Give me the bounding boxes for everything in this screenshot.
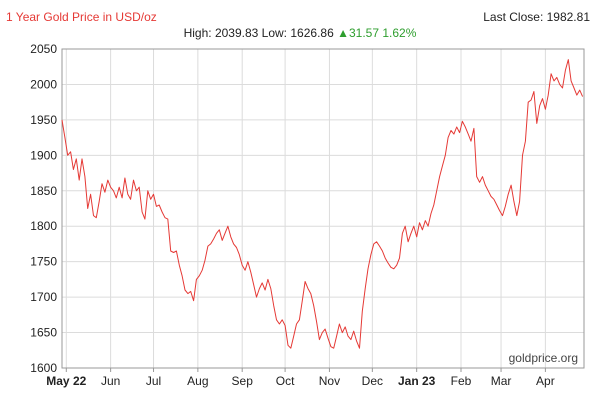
chart-title: 1 Year Gold Price in USD/oz — [6, 10, 157, 24]
x-tick-label: Feb — [451, 374, 472, 388]
x-tick-label: Jan 23 — [398, 374, 436, 388]
y-tick-label: 2050 — [30, 42, 57, 56]
y-tick-label: 1600 — [30, 361, 57, 375]
y-tick-label: 1900 — [30, 148, 57, 162]
y-tick-label: 1950 — [30, 113, 57, 127]
y-tick-label: 1800 — [30, 219, 57, 233]
x-tick-label: Nov — [319, 374, 340, 388]
y-axis-ticks: 1600 1650 1700 1750 1800 1850 1900 1950 2000 2050 — [30, 42, 57, 375]
y-tick-label: 2000 — [30, 77, 57, 91]
x-tick-label: Dec — [362, 374, 383, 388]
y-tick-label: 1750 — [30, 255, 57, 269]
change-percent: 1.62% — [382, 26, 417, 40]
plot-frame — [61, 48, 585, 369]
high-value: 2039.83 — [214, 26, 259, 40]
x-tick-label: Mar — [491, 374, 512, 388]
change-up-arrow-icon: ▲ — [337, 26, 349, 40]
x-tick-label: Apr — [536, 374, 555, 388]
low-label: Low: — [261, 26, 288, 40]
x-tick-label: Oct — [276, 374, 295, 388]
low-value: 1626.86 — [290, 26, 334, 40]
x-tick-label: Sep — [232, 374, 254, 388]
grid-layer — [62, 48, 584, 369]
last-close-label: Last Close: 1982.81 — [483, 10, 590, 24]
high-label: High: — [183, 26, 212, 40]
price-stats: High: 2039.83 Low: 1626.86 ▲31.57 1.62% — [0, 26, 600, 40]
x-tick-label: Jul — [146, 374, 161, 388]
y-tick-label: 1850 — [30, 184, 57, 198]
series-line — [61, 59, 584, 349]
y-tick-label: 1700 — [30, 290, 57, 304]
x-tick-label: May 22 — [46, 374, 86, 388]
watermark-text: goldprice.org — [509, 351, 578, 365]
y-tick-label: 1650 — [30, 326, 57, 340]
x-axis-ticks: May 22 Jun Jul Aug Sep Oct Nov Dec Jan 23 Feb Mar A… — [46, 368, 555, 388]
x-tick-label: Aug — [187, 374, 208, 388]
change-value: 31.57 — [349, 26, 380, 40]
x-tick-label: Jun — [101, 374, 120, 388]
